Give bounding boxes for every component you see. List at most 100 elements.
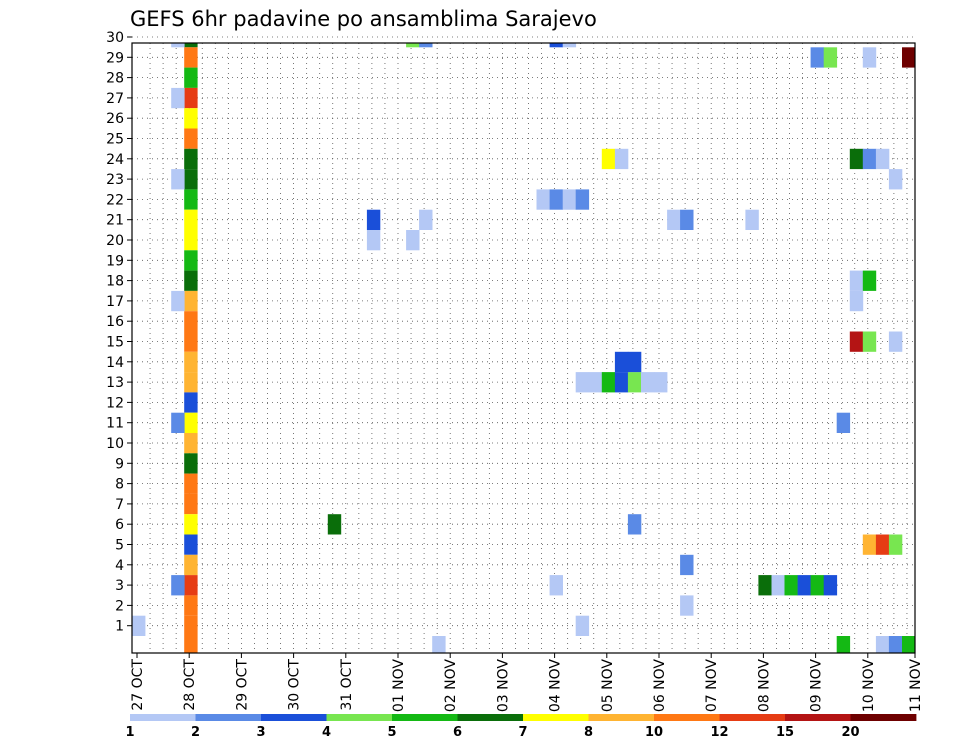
legend-swatch: [261, 714, 327, 721]
precip-cell: [575, 372, 590, 393]
y-tick-label: 2: [115, 598, 124, 614]
precip-cell: [797, 575, 811, 596]
precip-cell: [171, 412, 185, 433]
precip-cell: [888, 331, 903, 352]
precip-cell: [627, 351, 642, 373]
y-tick-label: 23: [106, 172, 124, 188]
y-tick-label: 26: [106, 111, 124, 127]
precip-cell: [171, 290, 185, 312]
legend-label: 15: [776, 725, 794, 740]
y-tick-label: 20: [106, 233, 124, 249]
precip-cell: [184, 636, 198, 654]
x-tick-label: 09 NOV: [809, 659, 825, 713]
x-tick-label: 05 NOV: [600, 659, 616, 713]
precip-cell: [667, 209, 681, 230]
precip-cell: [862, 534, 877, 555]
y-tick-label: 11: [106, 416, 124, 432]
legend-label: 4: [322, 725, 331, 740]
y-tick-label: 12: [106, 395, 124, 411]
precip-cell: [171, 43, 185, 48]
precip-cell: [184, 412, 198, 433]
precip-cell: [627, 372, 642, 393]
precip-cell: [575, 615, 590, 636]
precip-cell: [184, 493, 198, 515]
precip-cell: [849, 331, 864, 352]
precip-cell: [171, 575, 185, 596]
precip-cell: [184, 230, 198, 251]
x-tick-label: 11 NOV: [908, 659, 924, 713]
precip-cell: [366, 209, 381, 230]
precip-cell: [184, 87, 198, 109]
precip-cell: [680, 554, 694, 576]
precip-cell: [823, 47, 838, 68]
precip-cell: [823, 575, 838, 596]
y-tick-label: 3: [115, 578, 124, 594]
precip-cell: [366, 230, 381, 251]
y-tick-label: 18: [106, 274, 124, 290]
y-tick-label: 19: [106, 253, 124, 269]
precip-cell: [184, 575, 198, 596]
legend-swatch: [588, 714, 655, 721]
precip-cell: [184, 108, 198, 129]
precip-cell: [614, 372, 629, 393]
precip-cell: [862, 148, 877, 170]
precip-cell: [601, 372, 616, 393]
precip-cell: [810, 575, 824, 596]
precip-cell: [549, 189, 563, 210]
precip-cell: [849, 270, 864, 291]
precip-cell: [184, 311, 198, 332]
precip-cell: [875, 148, 890, 170]
y-tick-label: 28: [106, 71, 124, 87]
precip-cell: [549, 43, 563, 48]
precip-cell: [184, 128, 198, 149]
y-tick-label: 21: [106, 213, 124, 229]
y-tick-label: 25: [106, 132, 124, 148]
precip-cell: [184, 514, 198, 535]
y-tick-label: 30: [106, 30, 124, 46]
legend-swatch: [785, 714, 851, 721]
legend-swatch: [719, 714, 786, 721]
precip-cell: [888, 636, 903, 654]
x-tick-label: 08 NOV: [756, 659, 772, 713]
precip-cell: [902, 47, 916, 68]
chart-title: GEFS 6hr padavine po ansamblima Sarajevo: [130, 7, 597, 31]
precip-cell: [406, 230, 420, 251]
precip-cell: [184, 189, 198, 210]
x-axis: 27 OCT 28 OCT 29 OCT 30 OCT 31 OCT 01 NOV 02 N…: [130, 653, 924, 712]
y-tick-label: 9: [115, 456, 124, 472]
x-tick-label: 01 NOV: [391, 659, 407, 713]
x-tick-label: 07 NOV: [704, 659, 720, 713]
legend-swatch: [457, 714, 524, 721]
x-tick-label: 30 OCT: [287, 659, 303, 711]
precip-cell: [184, 392, 198, 413]
precip-cell: [549, 575, 563, 596]
x-tick-label: 28 OCT: [182, 659, 198, 711]
precip-cell: [171, 87, 185, 109]
precip-cell: [184, 47, 198, 68]
legend-swatch: [654, 714, 720, 721]
legend-label: 8: [584, 725, 593, 740]
y-tick-label: 10: [106, 436, 124, 452]
precip-cell: [614, 351, 629, 373]
precip-cell: [184, 554, 198, 576]
x-tick-label: 27 OCT: [130, 659, 146, 711]
precip-cell: [184, 67, 198, 88]
precip-cell: [184, 534, 198, 555]
y-tick-label: 7: [115, 497, 124, 513]
plot-grid: [132, 36, 915, 653]
legend-label: 6: [453, 725, 462, 740]
legend-label: 2: [191, 725, 200, 740]
precip-cell: [184, 433, 198, 454]
precip-cell: [184, 473, 198, 494]
legend-swatch: [195, 714, 262, 721]
y-tick-label: 27: [106, 91, 124, 107]
precip-cell: [888, 534, 903, 555]
precip-cell: [419, 209, 433, 230]
precip-cell: [588, 372, 603, 393]
y-tick-label: 6: [115, 517, 124, 533]
precip-cell: [184, 331, 198, 352]
precip-cell: [680, 209, 694, 230]
color-legend: 1 2 3 4 5 6 7 8 10 12 15 20: [125, 714, 917, 740]
precip-cell: [745, 209, 759, 230]
